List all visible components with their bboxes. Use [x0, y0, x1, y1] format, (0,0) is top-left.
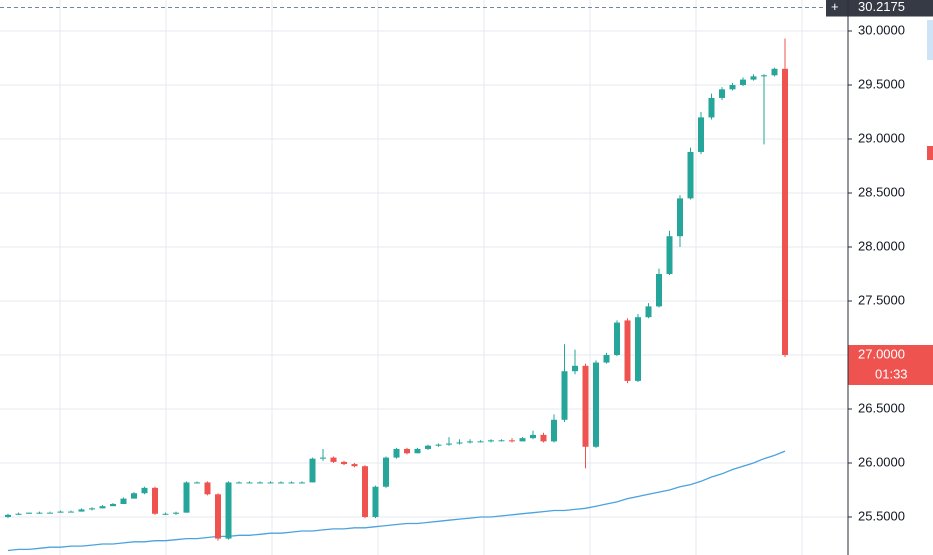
candle-body: [372, 486, 379, 517]
candle-body: [225, 482, 232, 539]
candle-body: [582, 365, 589, 447]
candle-body: [330, 457, 337, 462]
candle-body: [561, 371, 568, 420]
candle-body: [257, 482, 263, 484]
candle-body: [57, 511, 64, 513]
plot: [0, 30, 848, 552]
y-tick-label: 29.0000: [858, 130, 905, 145]
candle-body: [362, 466, 368, 517]
candle-body: [456, 442, 463, 444]
candle-body: [47, 512, 53, 514]
y-tick-label: 28.0000: [858, 238, 905, 253]
y-tick-label: 29.5000: [858, 76, 905, 91]
candle-body: [278, 482, 284, 484]
crosshair-label: 30.2175: [858, 0, 905, 14]
candle-body: [687, 151, 694, 199]
candle-body: [698, 117, 704, 152]
candle-body: [509, 440, 515, 442]
candle-body: [89, 508, 95, 510]
candle-body: [26, 512, 32, 514]
candle-body: [603, 354, 610, 363]
candle-body: [299, 482, 305, 484]
candle-body: [68, 511, 74, 513]
candle-body: [645, 306, 652, 318]
last-price-label: 27.0000: [858, 346, 905, 361]
candle-body: [141, 487, 148, 494]
candle-body: [320, 457, 326, 459]
candle-body: [246, 482, 253, 484]
time-grid: [59, 0, 803, 555]
candle-body: [152, 487, 158, 514]
candle-body: [719, 89, 725, 98]
candle-body: [204, 482, 211, 495]
candle-body: [477, 441, 484, 443]
price-axis: [848, 0, 933, 555]
candle-body: [309, 458, 316, 483]
candle-body: [572, 365, 578, 372]
candle-body: [15, 513, 22, 515]
candle-body: [551, 419, 557, 442]
candle-body: [750, 76, 757, 80]
candle-body: [110, 504, 116, 507]
y-tick-label: 25.5000: [858, 508, 905, 523]
candle-body: [173, 512, 179, 514]
candle-body: [624, 320, 631, 381]
y-tick-label: 26.5000: [858, 400, 905, 415]
y-tick-label: 30.0000: [858, 22, 905, 37]
candle-body: [740, 79, 746, 85]
candle-body: [677, 198, 683, 237]
candle-body: [425, 445, 431, 449]
candle-body: [78, 509, 85, 512]
candle-body: [540, 434, 547, 442]
crosshair-label-bg: [826, 0, 933, 17]
candle-body: [404, 448, 410, 454]
candle-body: [215, 494, 221, 539]
candle-body: [236, 482, 242, 484]
countdown: 01:33: [875, 366, 908, 381]
candle-body: [351, 464, 358, 467]
candle-body: [498, 440, 505, 442]
candle-body: [267, 482, 274, 484]
offscreen-marker: [927, 20, 933, 60]
candle-body: [5, 514, 11, 517]
candle-body: [708, 97, 715, 118]
y-tick-label: 27.5000: [858, 292, 905, 307]
candle-body: [194, 482, 200, 484]
candle-body: [435, 444, 442, 446]
candle-body: [656, 273, 662, 307]
y-tick-label: 28.5000: [858, 184, 905, 199]
candle-body: [782, 68, 788, 355]
candle-body: [341, 461, 347, 465]
candle-body: [530, 434, 536, 439]
candle-body: [288, 482, 295, 484]
candle-body: [614, 322, 620, 355]
last-price-bg: [848, 344, 933, 385]
candle-body: [99, 506, 106, 509]
moving-average: [7, 450, 786, 552]
candle-body: [162, 513, 169, 515]
candle-body: [729, 84, 736, 90]
candle-body: [761, 75, 767, 77]
candle-body: [131, 493, 137, 499]
candle-body: [593, 362, 599, 447]
candle-body: [771, 68, 778, 76]
candle-body: [446, 443, 452, 445]
offscreen-marker: [927, 146, 933, 160]
candle-body: [488, 440, 494, 442]
candle-body: [666, 236, 673, 274]
candle-body: [120, 498, 127, 505]
y-tick-label: 26.0000: [858, 454, 905, 469]
candle-body: [414, 448, 421, 454]
candle-body: [393, 448, 400, 458]
candle-body: [519, 438, 526, 442]
candle-body: [383, 457, 389, 487]
candle-body: [635, 317, 641, 381]
crosshair-plus: +: [831, 0, 839, 14]
candle-body: [467, 441, 473, 443]
candle-body: [183, 482, 190, 513]
candle-body: [36, 512, 43, 514]
